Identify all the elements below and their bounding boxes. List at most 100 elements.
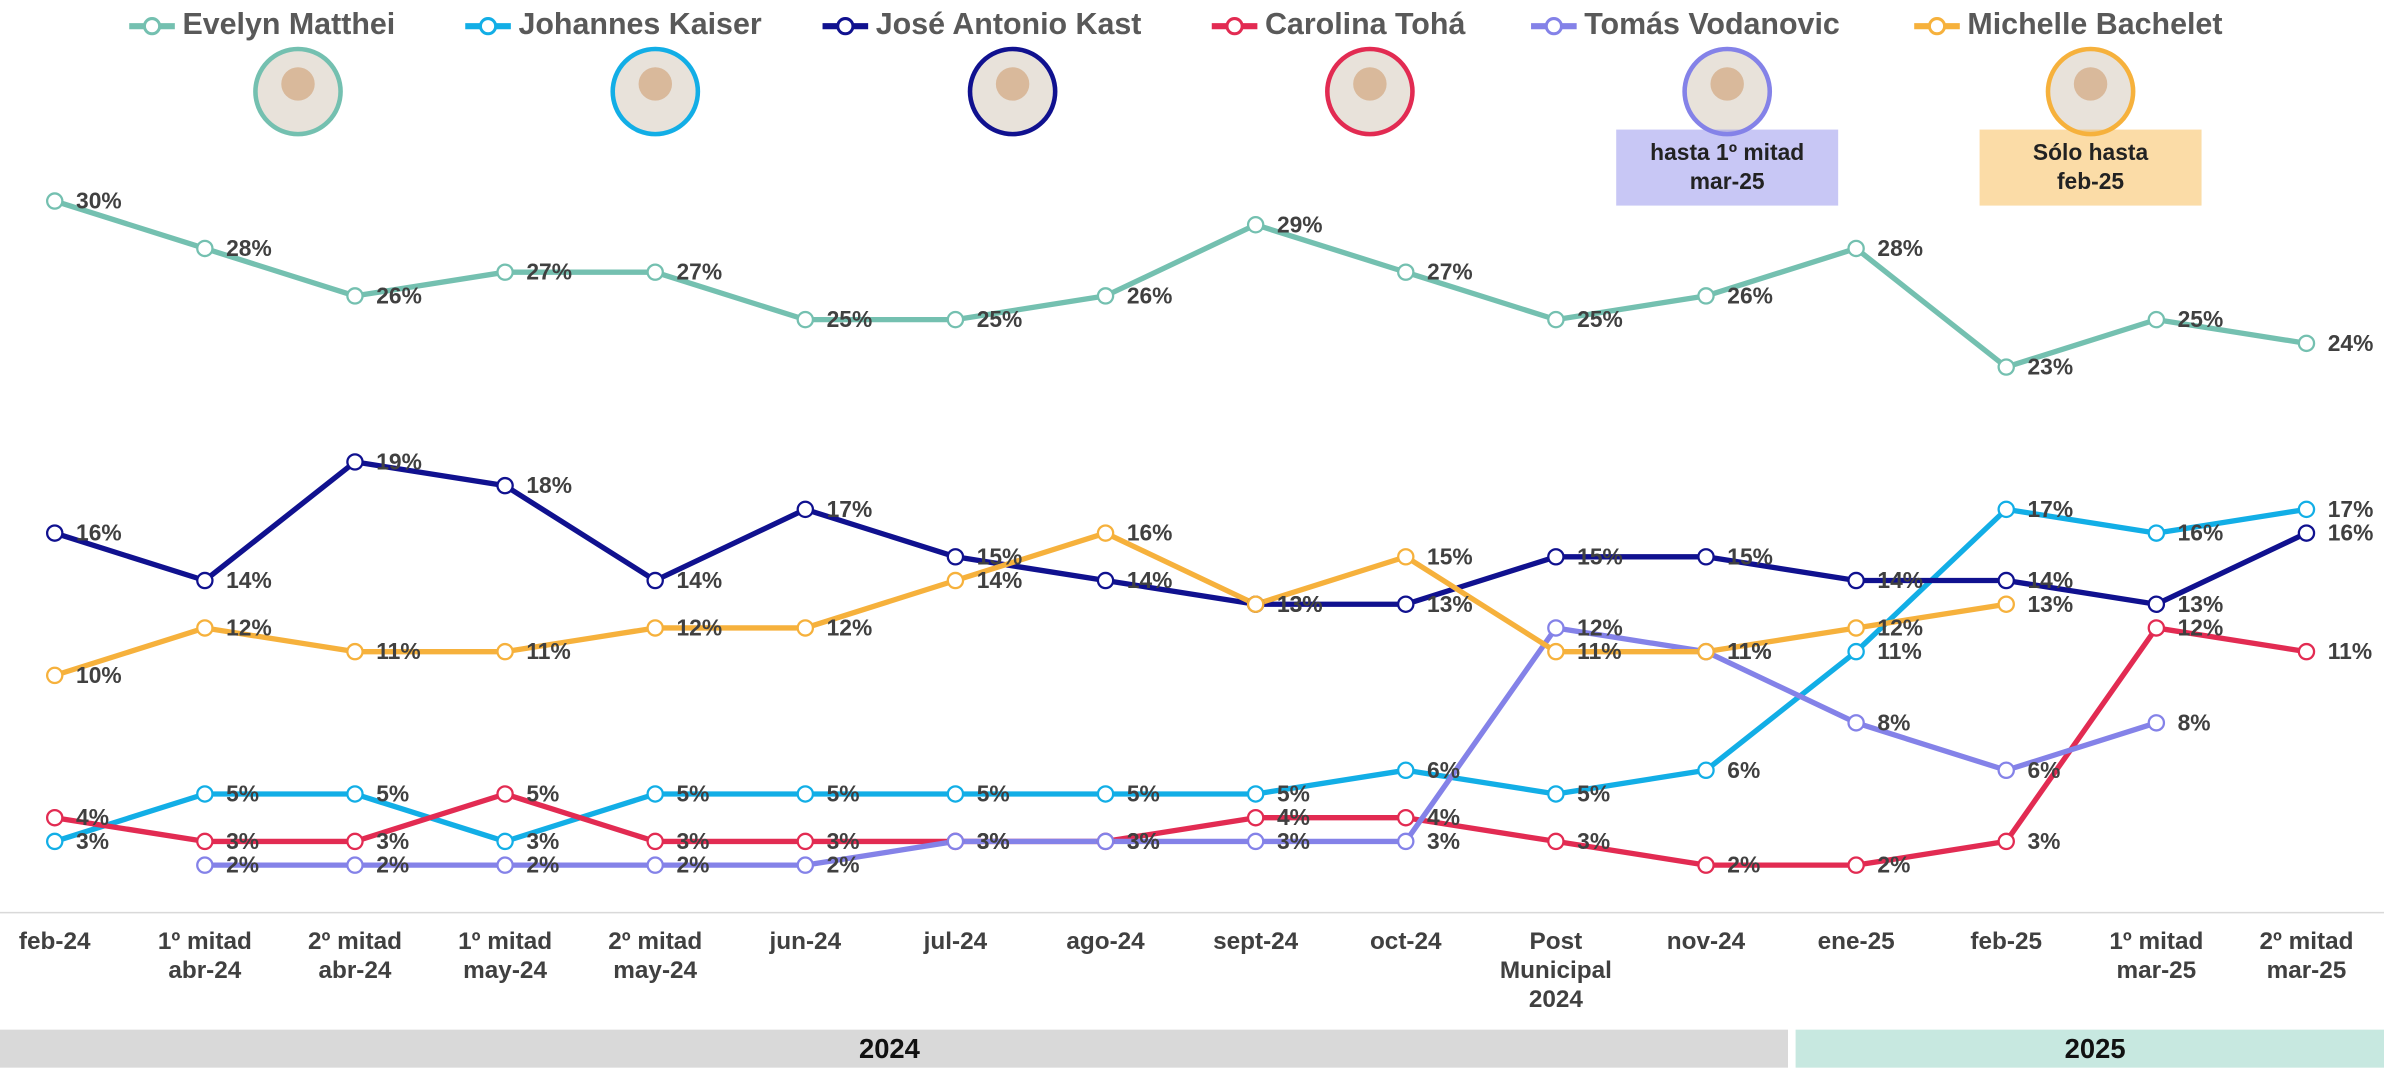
data-label: 16% [2328,520,2374,546]
data-label: 14% [1877,567,1923,593]
x-tick-label: 2º mitad may-24 [608,928,702,984]
data-point [1397,808,1415,827]
data-label: 3% [376,828,409,854]
data-label: 16% [1127,520,1173,546]
data-label: 4% [76,804,109,830]
data-point [1246,785,1265,803]
data-point [1096,832,1115,851]
data-label: 26% [376,282,422,308]
data-label: 25% [977,306,1023,332]
x-tick-label: 2º mitad mar-25 [2259,928,2353,984]
data-point [646,785,664,803]
legend-label: Carolina Tohá [1265,7,1465,41]
legend-marker [142,17,162,36]
data-label: 4% [1277,804,1310,830]
data-label: 17% [827,496,873,522]
data-label: 11% [1877,638,1921,664]
x-tick-label: ago-24 [1066,928,1145,955]
data-label: 2% [226,852,259,878]
data-label: 3% [977,828,1010,854]
data-label: 2% [1877,852,1910,878]
data-label: 5% [1277,781,1310,807]
data-label: 16% [2178,520,2224,546]
photo-face [1710,67,1744,101]
x-tick-label: sept-24 [1213,928,1299,955]
data-point [2147,595,2166,613]
data-label: 13% [1277,591,1323,617]
data-point [346,287,364,305]
data-point [1847,619,1865,637]
data-label: 24% [2328,330,2374,356]
data-label: 14% [676,567,722,593]
data-point [496,785,514,803]
legend-label: Johannes Kaiser [518,7,761,41]
data-label: 12% [226,614,272,640]
data-point [45,524,64,542]
data-label: 27% [526,259,572,285]
x-tick-label: nov-24 [1667,928,1746,955]
data-label: 10% [76,662,122,688]
data-point [1997,571,2015,590]
data-label: 11% [526,638,570,664]
data-point [45,666,64,685]
data-point [1997,761,2015,780]
data-label: 23% [2028,354,2074,380]
data-point [1246,808,1265,827]
data-label: 15% [1427,543,1473,569]
x-tick-label: feb-24 [19,928,91,955]
x-tick-label: jul-24 [923,928,988,955]
data-label: 5% [376,781,409,807]
data-label: 19% [376,448,422,474]
data-label: 16% [76,520,122,546]
data-point [1847,239,1865,258]
data-point [2297,642,2316,661]
series-line [53,459,2308,607]
data-label: 17% [2028,496,2074,522]
data-point [2147,310,2166,329]
data-label: 2% [827,852,860,878]
data-label: 8% [2178,709,2211,735]
x-tick-label: 1º mitad may-24 [458,928,552,984]
data-label: 26% [1127,282,1173,308]
data-label: 3% [1577,828,1610,854]
year-label: 2025 [2065,1033,2126,1064]
series-line [53,198,2307,370]
data-point [1847,571,1865,590]
data-point [946,310,965,329]
data-label: 12% [676,614,722,640]
data-label: 12% [827,614,873,640]
note-text: Sólo hasta feb-25 [2033,139,2149,194]
data-label: 3% [1127,828,1160,854]
data-point [796,832,815,851]
x-tick-label: 1º mitad mar-25 [2109,928,2203,984]
data-label: 3% [827,828,860,854]
data-point [946,571,965,590]
year-band [0,1029,1788,1068]
data-label: 6% [1727,757,1760,783]
data-label: 17% [2328,496,2374,522]
legend-label: Tomás Vodanovic [1584,7,1840,41]
data-label: 30% [76,188,122,214]
data-label: 3% [977,828,1010,854]
data-label: 28% [1877,235,1923,261]
photo-face [281,67,315,101]
legend-marker [836,17,855,36]
data-label: 6% [2028,757,2061,783]
data-point [1096,524,1115,542]
data-point [196,785,214,803]
data-point [1246,216,1265,234]
data-label: 13% [1427,591,1473,617]
note-text: hasta 1º mitad mar-25 [1650,139,1804,194]
data-label: 27% [676,259,722,285]
data-point [646,263,664,281]
data-point [1847,856,1865,874]
data-point [1547,310,1565,329]
note-box [1979,129,2202,206]
data-point [2297,500,2316,519]
data-label: 3% [226,828,259,854]
data-label: 12% [2178,614,2224,640]
data-point [1547,642,1565,661]
data-point [1096,571,1115,590]
data-point [796,785,815,803]
data-point [1697,642,1715,661]
